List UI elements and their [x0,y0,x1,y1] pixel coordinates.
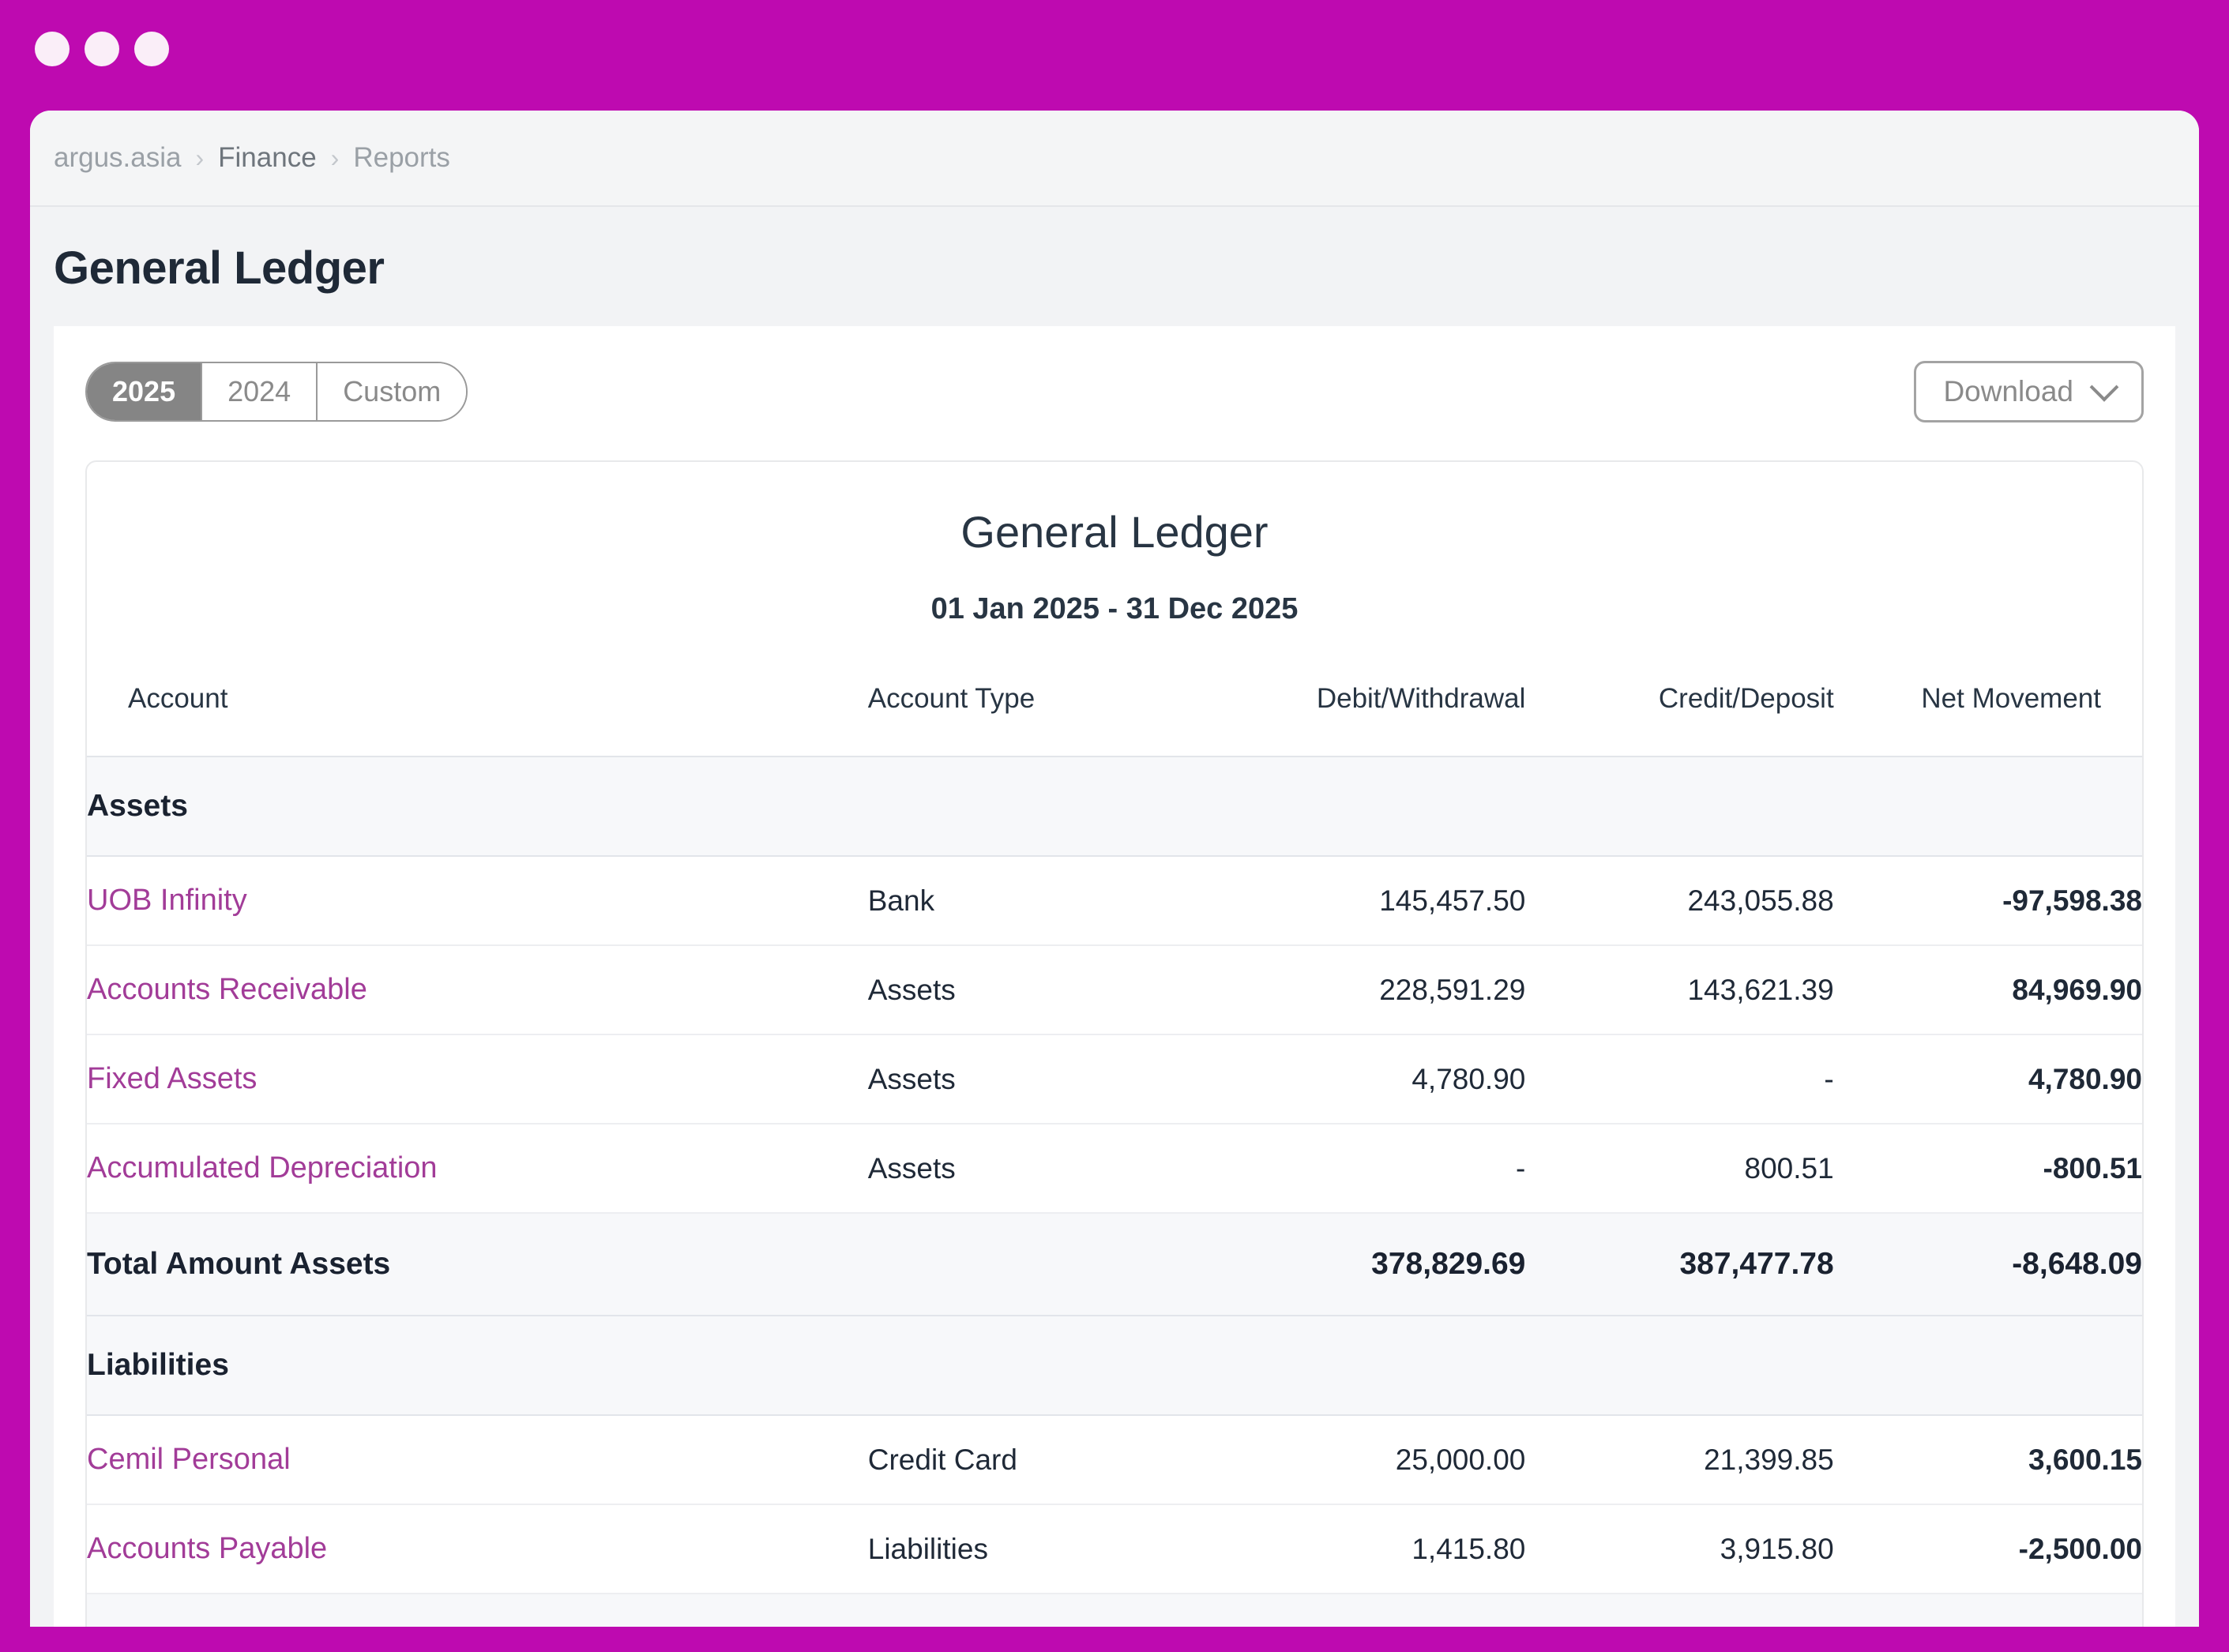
period-segmented-control[interactable]: 2025 2024 Custom [85,362,468,422]
minimize-dot-icon[interactable] [85,32,119,66]
account-link-uob-infinity[interactable]: UOB Infinity [87,884,247,917]
cell-account: Accounts Receivable [87,945,868,1035]
table-row: Accumulated Depreciation Assets -800.51 -80… [87,1124,2142,1214]
column-header-credit: Credit/Deposit [1658,683,1834,714]
total-debit: 378,829.69 [1217,1212,1526,1316]
section-header-row-liabilities: Liabilities [87,1315,2142,1416]
table-row: Accounts Payable Liabilities 1,415.80 3,915… [87,1504,2142,1594]
cell-credit: 800.51 [1525,1124,1834,1214]
total-credit: 387,477.78 [1525,1212,1834,1316]
account-link-cemil-personal[interactable]: Cemil Personal [87,1443,291,1476]
table-row: UOB Infinity Bank 145,457.50 243,055.88 -97,… [87,856,2142,946]
general-ledger-table: Account Account Type Debit/Withdrawal Cr… [87,683,2142,1627]
cell-account-type: Assets [867,1124,1218,1214]
cell-debit: 1,415.80 [1217,1504,1526,1594]
cell-account-type: Liabilities [867,1504,1218,1594]
total-type-spacer [867,1212,1218,1316]
cell-credit: 243,055.88 [1525,856,1834,946]
account-link-accounts-payable[interactable]: Accounts Payable [87,1532,328,1565]
maximize-dot-icon[interactable] [134,32,169,66]
page-title: General Ledger [54,242,385,294]
cell-debit: 228,591.29 [1217,945,1526,1035]
main-content-card: 2025 2024 Custom Download General Ledger… [54,326,2175,1627]
total-credit: 25,315.65 [1525,1593,1834,1627]
cell-account: Cemil Personal [87,1415,868,1505]
column-header-account-type: Account Type [867,683,1036,714]
period-tab-custom[interactable]: Custom [318,363,467,420]
cell-account-type: Assets [867,945,1218,1035]
cell-credit: 21,399.85 [1525,1415,1834,1505]
section-heading: Assets [87,756,2142,857]
browser-viewport: argus.asia › Finance › Reports General L… [30,111,2199,1627]
period-tab-2025[interactable]: 2025 [87,363,203,420]
cell-account: Accounts Payable [87,1504,868,1594]
cell-credit: - [1525,1034,1834,1124]
report-date-range: 01 Jan 2025 - 31 Dec 2025 [930,592,1299,625]
total-type-spacer [867,1593,1218,1627]
total-label: Total Amount Assets [87,1212,868,1316]
table-row: Fixed Assets Assets 4,780.90-4,780.90 [87,1034,2142,1124]
report-toolbar: 2025 2024 Custom Download [85,361,2144,422]
cell-net-movement: -800.51 [1833,1124,2142,1214]
cell-credit: 143,621.39 [1525,945,1834,1035]
cell-net-movement: -2,500.00 [1833,1504,2142,1594]
cell-account: Fixed Assets [87,1034,868,1124]
browser-titlebar [0,0,2229,111]
section-header-row-assets: Assets [87,756,2142,857]
total-row-liabilities: Total Amount Liabilities 26,415.8025,315.… [87,1593,2142,1627]
period-tab-2024[interactable]: 2024 [202,363,318,420]
breadcrumb-separator-icon: › [195,144,205,172]
total-row-assets: Total Amount Assets 378,829.69 387,477.78-… [87,1212,2142,1316]
column-header-debit: Debit/Withdrawal [1316,683,1526,714]
table-body: Assets UOB Infinity Bank 145,457.50 243,055.… [87,756,2142,1627]
cell-account-type: Bank [867,856,1218,946]
total-debit: 26,415.80 [1217,1593,1526,1627]
cell-debit: 4,780.90 [1217,1034,1526,1124]
download-button-label: Download [1943,375,2073,407]
breadcrumb-item-argus-asia[interactable]: argus.asia [54,142,182,173]
column-header-net-movement: Net Movement [1921,683,2101,714]
cell-net-movement: 84,969.90 [1833,945,2142,1035]
breadcrumb-item-finance[interactable]: Finance [218,142,317,173]
window-controls [35,32,169,66]
download-button[interactable]: Download [1914,361,2144,422]
total-label: Total Amount Liabilities [87,1593,868,1627]
cell-account-type: Assets [867,1034,1218,1124]
total-net-movement: -8,648.09 [1833,1212,2142,1316]
cell-account: UOB Infinity [87,856,868,946]
report-title: General Ledger [960,507,1269,557]
cell-net-movement: -97,598.38 [1833,856,2142,946]
cell-account: Accumulated Depreciation [87,1124,868,1214]
cell-debit: 145,457.50 [1217,856,1526,946]
column-header-account: Account [128,683,228,714]
breadcrumb-item-reports[interactable]: Reports [353,142,450,173]
table-header: Account Account Type Debit/Withdrawal Cr… [87,683,2142,757]
table-header-row: Account Account Type Debit/Withdrawal Cr… [87,683,2142,757]
cell-account-type: Credit Card [867,1415,1218,1505]
total-net-movement: 1,100.15 [1833,1593,2142,1627]
section-heading: Liabilities [87,1315,2142,1416]
table-row: Accounts Receivable Assets 228,591.29 143,6… [87,945,2142,1035]
breadcrumb-separator-icon: › [330,144,340,172]
cell-debit: 25,000.00 [1217,1415,1526,1505]
cell-credit: 3,915.80 [1525,1504,1834,1594]
account-link-accounts-receivable[interactable]: Accounts Receivable [87,973,367,1006]
page-title-section: General Ledger [30,207,2199,326]
cell-debit: - [1217,1124,1526,1214]
report-card: General Ledger 01 Jan 2025 - 31 Dec 2025… [85,460,2144,1627]
cell-net-movement: 3,600.15 [1833,1415,2142,1505]
cell-net-movement: 4,780.90 [1833,1034,2142,1124]
account-link-fixed-assets[interactable]: Fixed Assets [87,1062,257,1095]
breadcrumb-bar: argus.asia › Finance › Reports [30,111,2199,207]
table-row: Cemil Personal Credit Card 25,000.00 21,399… [87,1415,2142,1505]
chevron-down-icon [2089,372,2119,402]
breadcrumb: argus.asia › Finance › Reports [54,142,450,174]
close-dot-icon[interactable] [35,32,70,66]
account-link-accumulated-depreciation[interactable]: Accumulated Depreciation [87,1151,438,1185]
